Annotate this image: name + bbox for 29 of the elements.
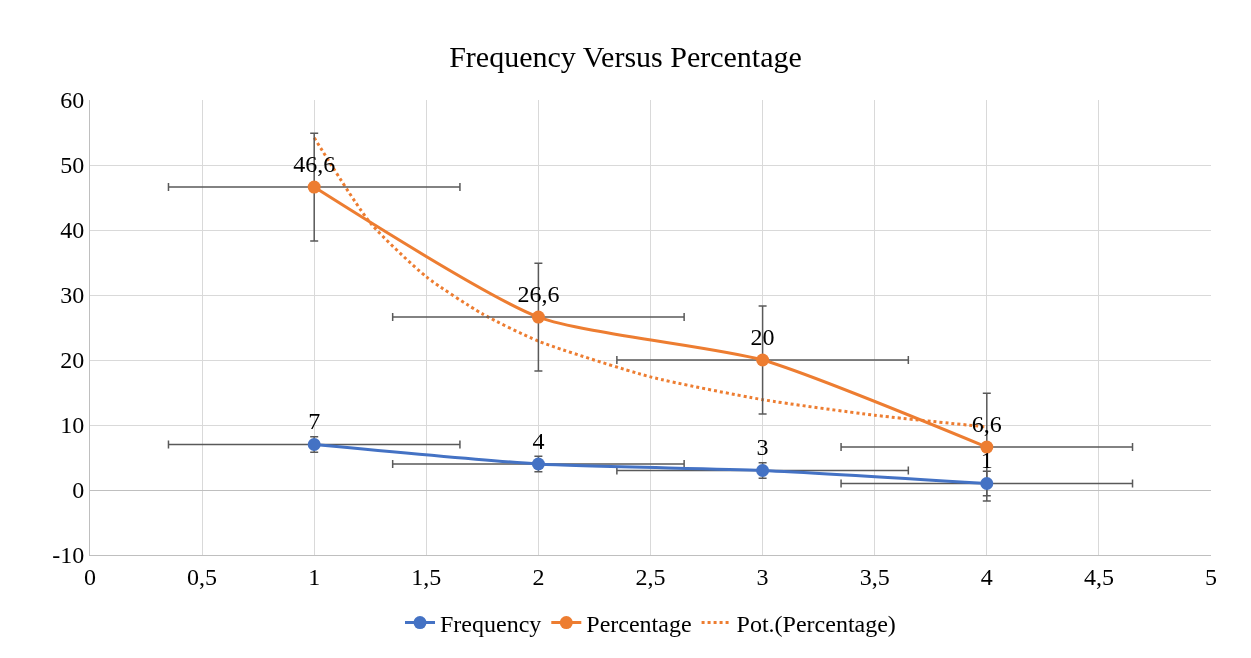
x-tick-label: 0,5 xyxy=(187,563,218,590)
y-tick-label: 20 xyxy=(60,347,85,374)
y-tick-label: 50 xyxy=(60,152,85,179)
y-tick-label: 10 xyxy=(60,412,85,439)
y-tick-label: 30 xyxy=(60,282,85,309)
legend-label: Frequency xyxy=(440,610,542,637)
x-tick-label: 2,5 xyxy=(635,563,666,590)
y-tick-label: 0 xyxy=(72,477,85,504)
data-label: 3 xyxy=(756,434,769,461)
point xyxy=(307,180,321,194)
y-tick-label: 60 xyxy=(60,87,85,114)
x-tick-label: 5 xyxy=(1205,563,1217,590)
data-label: 4 xyxy=(532,427,545,454)
point xyxy=(980,477,994,490)
x-tick-label: 4,5 xyxy=(1083,563,1114,590)
legend-label: Percentage xyxy=(586,610,692,637)
legend-label: Pot.(Percentage) xyxy=(736,610,896,637)
x-tick-label: 2 xyxy=(532,563,545,590)
data-label: 7 xyxy=(308,408,321,435)
point xyxy=(756,353,770,367)
x-tick-label: 1,5 xyxy=(411,563,442,590)
x-tick-label: 3 xyxy=(756,563,769,590)
x-tick-label: 3,5 xyxy=(859,563,890,590)
y-tick-label: 40 xyxy=(60,217,85,244)
y-tick-label: -10 xyxy=(52,542,85,569)
point xyxy=(531,310,545,324)
x-tick-label: 4 xyxy=(980,563,993,590)
x-tick-label: 1 xyxy=(308,563,321,590)
chart-title: Frequency Versus Percentage xyxy=(449,40,802,74)
